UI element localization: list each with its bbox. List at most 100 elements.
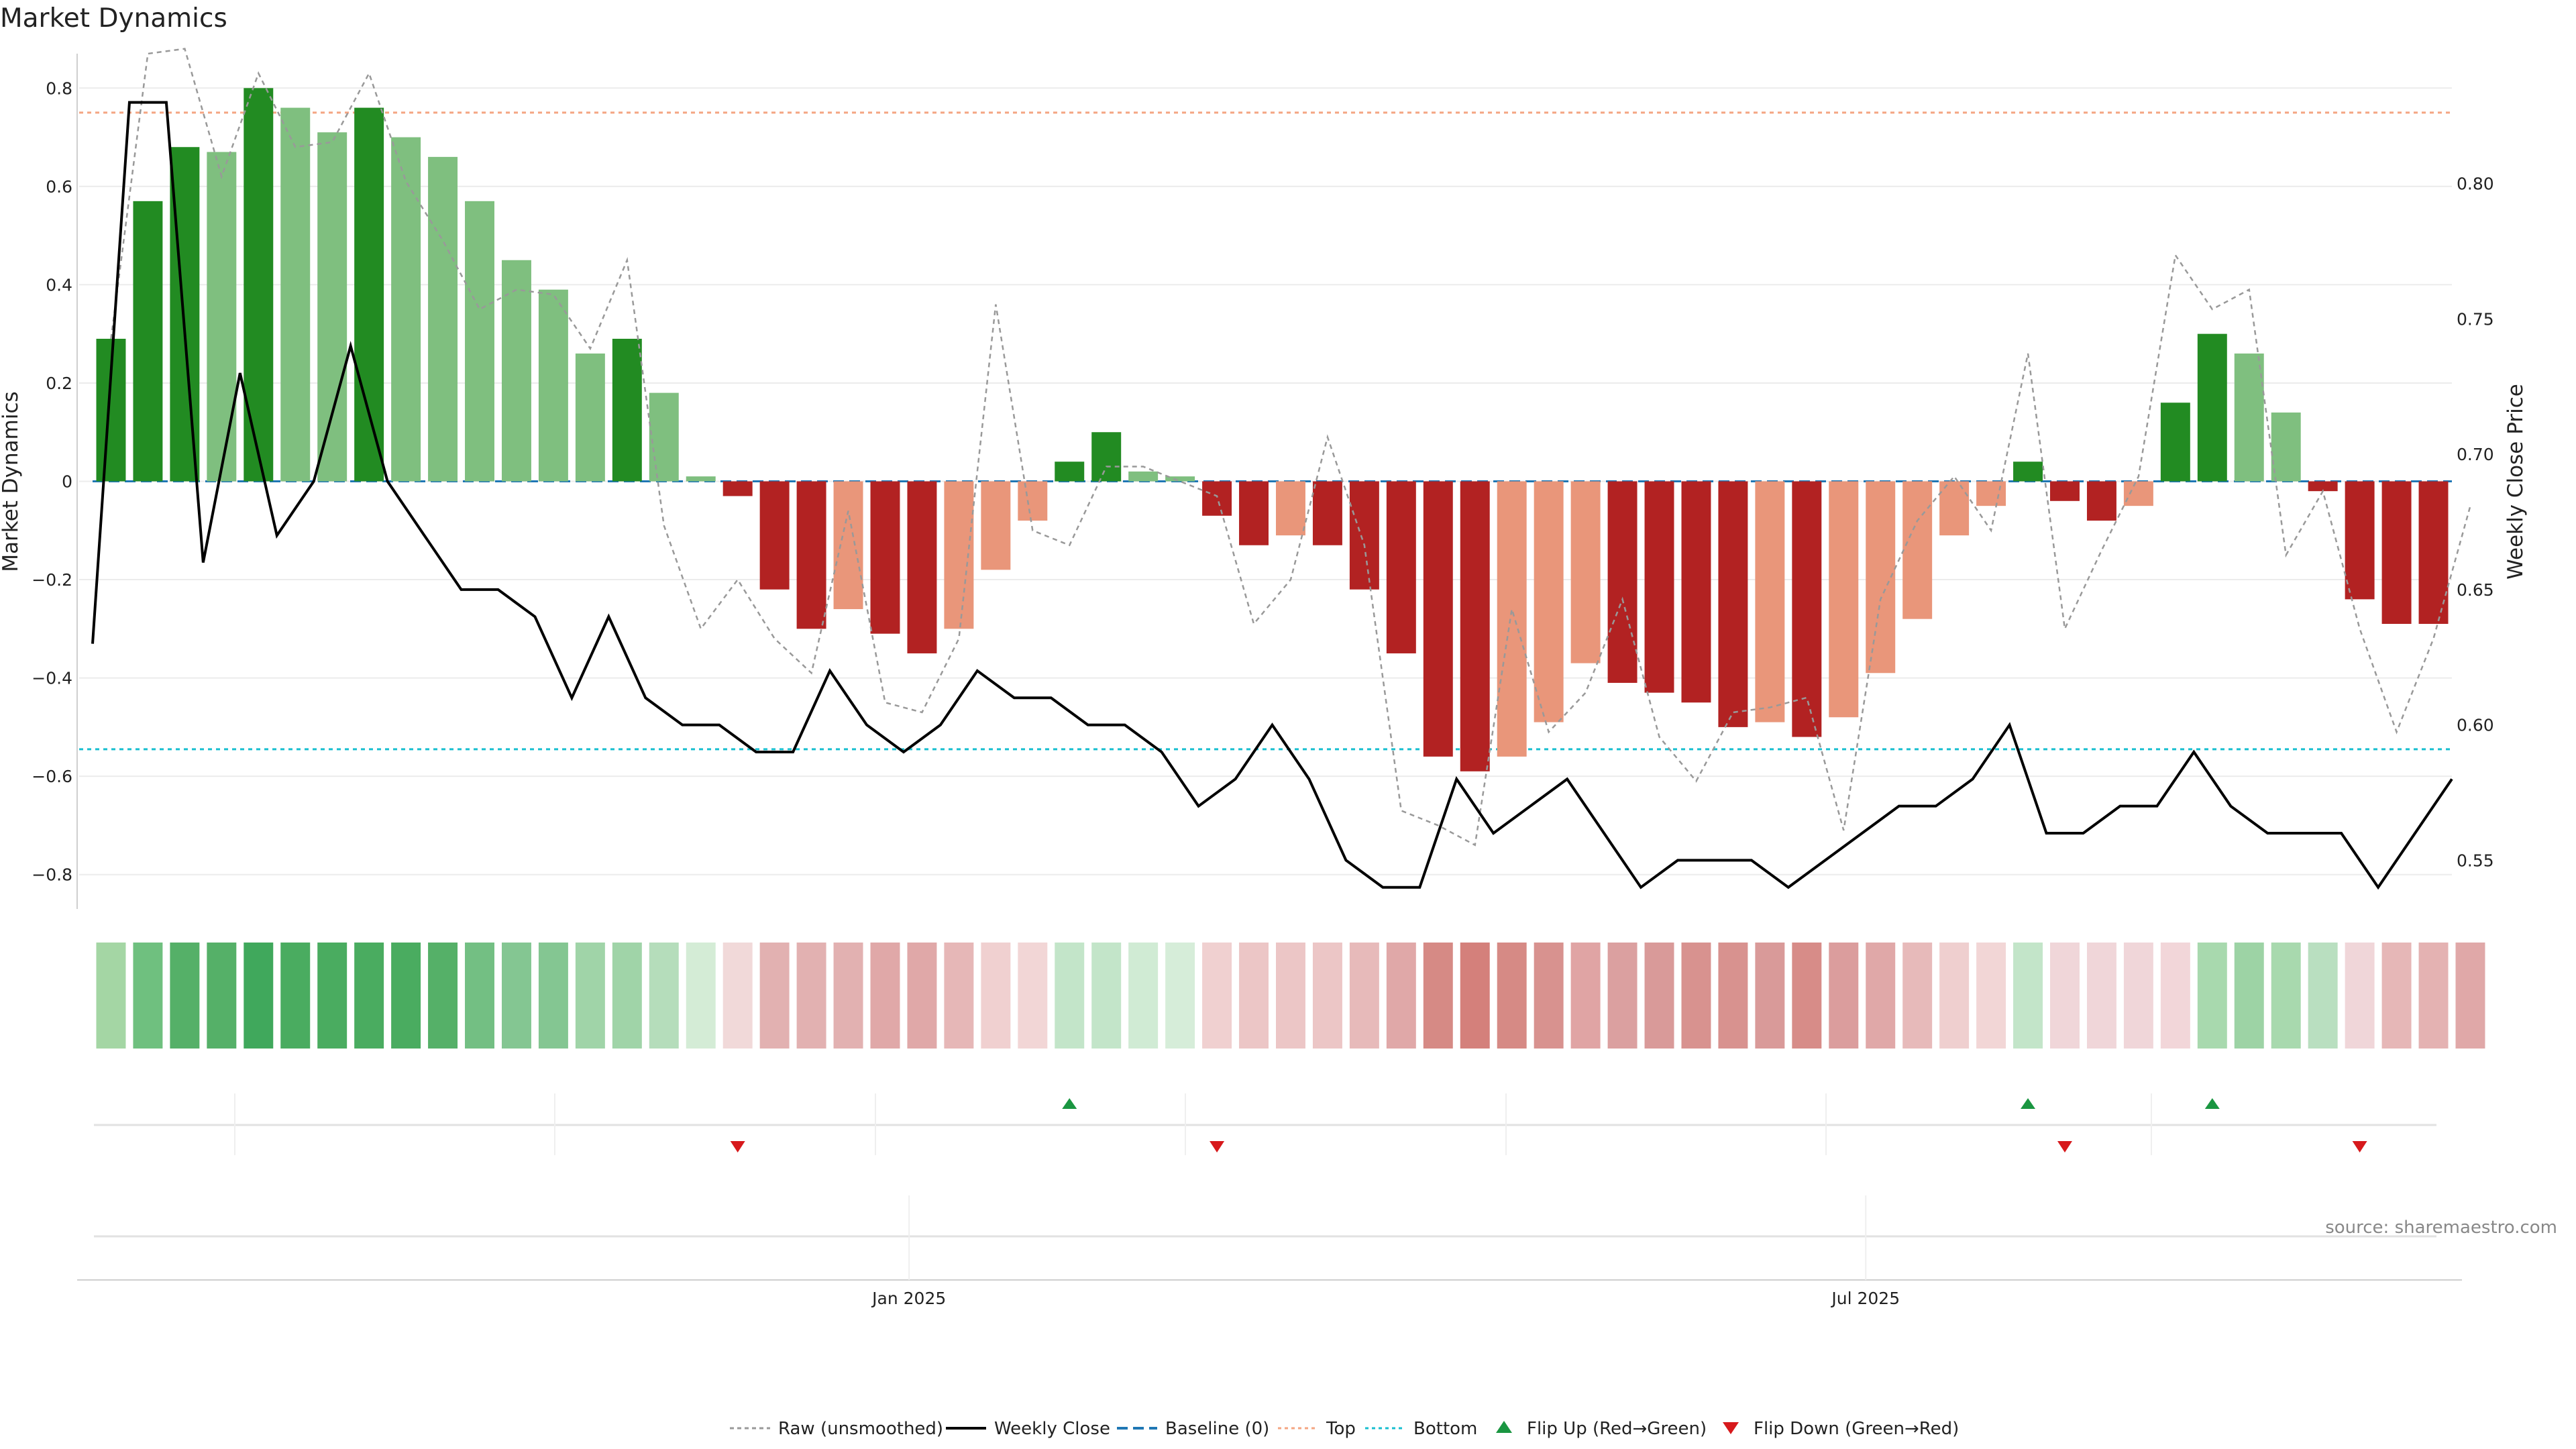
- dynamics-bar: [1497, 481, 1527, 757]
- legend-item-label: Top: [1326, 1419, 1356, 1439]
- dynamics-bar: [465, 201, 494, 482]
- flip-up-marker: [2204, 1098, 2220, 1109]
- sentiment-cell: [538, 943, 568, 1049]
- dynamics-bar: [280, 107, 311, 482]
- sentiment-cell: [944, 943, 974, 1049]
- sentiment-cell: [1128, 943, 1159, 1049]
- sentiment-cell: [1091, 943, 1122, 1049]
- dynamics-bar: [354, 107, 384, 482]
- y-left-tick-label: 0.2: [46, 374, 72, 393]
- source-note: source: sharemaestro.com: [2325, 1218, 2557, 1238]
- sentiment-cell: [1239, 943, 1269, 1049]
- dynamics-bar: [244, 88, 274, 482]
- sentiment-cell: [2197, 943, 2227, 1049]
- sentiment-cell: [2381, 943, 2412, 1049]
- dynamics-bar: [833, 481, 863, 610]
- sentiment-cell: [1534, 943, 1564, 1049]
- dynamics-bar: [2271, 412, 2301, 482]
- sentiment-cell: [686, 943, 716, 1049]
- legend-item: Baseline (0): [1117, 1419, 1269, 1439]
- legend-item-label: Raw (unsmoothed): [778, 1419, 943, 1439]
- dynamics-bar: [317, 132, 347, 482]
- sentiment-cell: [391, 943, 421, 1049]
- y-right-tick-label: 0.75: [2457, 309, 2494, 329]
- sentiment-cell: [1866, 943, 1896, 1049]
- sentiment-cell: [575, 943, 605, 1049]
- y-left-tick-label: −0.2: [32, 570, 72, 590]
- dynamics-bar: [2123, 481, 2153, 506]
- sentiment-cell: [2345, 943, 2375, 1049]
- y-right-tick-label: 0.65: [2457, 580, 2494, 600]
- sentiment-cell: [2234, 943, 2264, 1049]
- sentiment-cell: [649, 943, 679, 1049]
- sentiment-cell: [1755, 943, 1785, 1049]
- dynamics-bar: [1829, 481, 1859, 718]
- sentiment-cell: [907, 943, 937, 1049]
- dynamics-bar: [207, 152, 237, 482]
- chart-title: Market Dynamics: [0, 3, 227, 34]
- dynamics-bar: [907, 481, 937, 653]
- sentiment-cell: [1644, 943, 1674, 1049]
- sentiment-cell: [1202, 943, 1232, 1049]
- dynamics-bar: [428, 156, 458, 482]
- axes: 0.8 0.6 0.4 0.2 0 −0.2 −0.4 −0.6 −0.8 0.80 0.75 0.7…: [32, 54, 2494, 909]
- sentiment-cell: [2050, 943, 2080, 1049]
- flip-down-marker: [2352, 1141, 2367, 1152]
- y-left-tick-label: 0.8: [46, 78, 72, 98]
- sentiment-cell: [1386, 943, 1416, 1049]
- date-tick-label: Jan 2025: [871, 1289, 946, 1308]
- dynamics-bar: [575, 353, 605, 482]
- y-right-tick-label: 0.55: [2457, 851, 2494, 870]
- y-left-tick-label: 0: [62, 472, 72, 492]
- flip-markers-panel: [94, 1093, 2436, 1155]
- y-left-tick-label: 0.6: [46, 177, 72, 197]
- sentiment-cell: [428, 943, 458, 1049]
- dynamics-bar: [501, 260, 531, 482]
- sentiment-cell: [1976, 943, 2006, 1049]
- sentiment-cell: [2308, 943, 2338, 1049]
- raw-series-line: [110, 48, 2471, 847]
- dynamics-bar: [1239, 481, 1269, 545]
- dynamics-bar: [1386, 481, 1416, 653]
- dynamics-bar: [722, 481, 753, 496]
- dynamics-bar: [1165, 476, 1195, 482]
- dynamics-bar: [944, 481, 974, 629]
- sentiment-cell: [833, 943, 863, 1049]
- y-left-tick-label: −0.4: [32, 669, 72, 688]
- dynamics-bar: [2345, 481, 2375, 600]
- dynamics-bar: [2381, 481, 2412, 624]
- sentiment-cell: [1497, 943, 1527, 1049]
- dynamics-bar: [612, 339, 642, 482]
- sentiment-cell: [759, 943, 790, 1049]
- sentiment-cell: [501, 943, 531, 1049]
- dynamics-bar: [2160, 402, 2190, 482]
- legend-flip-down-swatch: [1723, 1422, 1739, 1434]
- dynamics-bar: [1534, 481, 1564, 722]
- dynamics-bars: [96, 88, 2449, 771]
- dynamics-bar: [1755, 481, 1785, 722]
- legend-item-label: Bottom: [1413, 1419, 1477, 1439]
- sentiment-cell: [1018, 943, 1048, 1049]
- y-right-tick-label: 0.80: [2457, 174, 2494, 194]
- legend: Raw (unsmoothed) Weekly Close Baseline (0)…: [730, 1419, 1959, 1439]
- dynamics-bar: [2086, 481, 2116, 521]
- sentiment-cell: [2455, 943, 2485, 1049]
- legend-item-label: Flip Up (Red→Green): [1527, 1419, 1707, 1439]
- sentiment-cell: [133, 943, 163, 1049]
- dynamics-bar: [1018, 481, 1048, 521]
- flip-up-marker: [2021, 1098, 2036, 1109]
- legend-item: Flip Down (Green→Red): [1723, 1419, 1959, 1439]
- sentiment-cell: [1460, 943, 1490, 1049]
- dynamics-bar: [1681, 481, 1711, 703]
- dynamics-bar: [1091, 432, 1122, 482]
- sentiment-cell: [465, 943, 494, 1049]
- y-left-axis-label: Market Dynamics: [0, 391, 23, 572]
- dynamics-bar: [1202, 481, 1232, 516]
- dynamics-bar: [1644, 481, 1674, 693]
- dynamics-bar: [1055, 462, 1085, 482]
- dynamics-bar: [870, 481, 900, 634]
- dynamics-bar: [1607, 481, 1638, 683]
- sentiment-cell: [280, 943, 311, 1049]
- sentiment-cell: [1718, 943, 1748, 1049]
